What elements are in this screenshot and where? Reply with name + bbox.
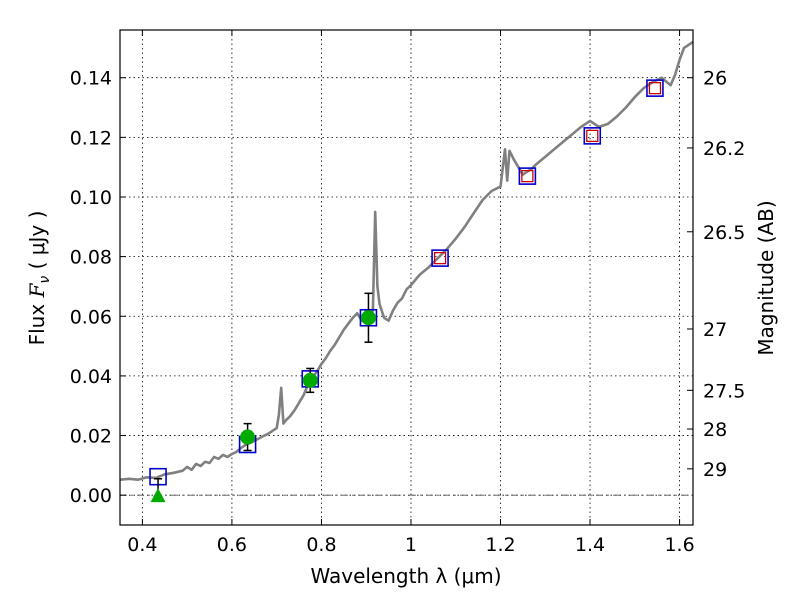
upper-limit-triangle bbox=[150, 488, 166, 503]
nir-photometry-square bbox=[433, 251, 447, 265]
mag-tick-label: 27.5 bbox=[703, 380, 745, 402]
mag-tick-label: 26.5 bbox=[703, 222, 745, 244]
mag-ticks-group: 26 26.2 26.5 27 27.5 28 29 bbox=[687, 68, 745, 481]
y-axis-label-prefix: Flux bbox=[25, 297, 49, 345]
mag-tick-label: 27 bbox=[703, 319, 727, 341]
detection-point bbox=[302, 372, 318, 388]
nir-photometry-square bbox=[521, 169, 534, 183]
grid-lines bbox=[120, 30, 693, 525]
x-axis-label: Wavelength λ (μm) bbox=[310, 564, 501, 588]
detection-point bbox=[240, 429, 256, 445]
x-tick-label: 0.6 bbox=[217, 534, 247, 556]
y-axis-label: Flux Fν ( μJy ) bbox=[25, 211, 53, 346]
x-tick-label: 0.8 bbox=[306, 534, 336, 556]
plot-frame bbox=[119, 29, 694, 526]
y-tick-label: 0.08 bbox=[70, 247, 112, 269]
x-tick-label: 1.2 bbox=[485, 534, 515, 556]
y-tick-label: 0.12 bbox=[70, 127, 112, 149]
nir-photometry-square bbox=[648, 81, 662, 95]
y-tick-label: 0.04 bbox=[70, 366, 112, 388]
model-photometry-square bbox=[431, 249, 449, 267]
model-photometry-square bbox=[646, 79, 664, 97]
model-photometry-group bbox=[149, 79, 664, 486]
y-tick-label: 0.02 bbox=[70, 426, 112, 448]
model-spectrum-line bbox=[119, 40, 694, 481]
mag-tick-label: 29 bbox=[703, 459, 727, 481]
mag-tick-label: 26 bbox=[703, 68, 727, 90]
y-axis-label-symbol: F bbox=[25, 282, 49, 298]
x-tick-label: 1.6 bbox=[664, 534, 694, 556]
model-photometry-square bbox=[518, 167, 537, 185]
y-axis-label-suffix: ( μJy ) bbox=[25, 211, 49, 276]
mag-tick-label: 28 bbox=[703, 419, 727, 441]
y-tick-label: 0.06 bbox=[70, 306, 112, 328]
model-spectrum-group bbox=[119, 40, 694, 481]
y2-axis-label: Magnitude (AB) bbox=[754, 200, 778, 355]
x-tick-label: 0.4 bbox=[127, 534, 157, 556]
y-ticks-group: 0.00 0.02 0.04 0.06 0.08 0.10 0.12 0.14 bbox=[70, 68, 126, 507]
detections-group bbox=[240, 310, 376, 445]
y-tick-label: 0.14 bbox=[70, 68, 112, 90]
y-tick-label: 0.10 bbox=[70, 187, 112, 209]
nir-photometry-square bbox=[586, 129, 599, 143]
nir-photometry-group bbox=[433, 81, 662, 265]
x-tick-label: 1.4 bbox=[575, 534, 605, 556]
detection-point bbox=[360, 310, 376, 326]
error-bars-group bbox=[154, 292, 373, 496]
x-tick-label: 1 bbox=[405, 534, 417, 556]
y-axis-label-subscript: ν bbox=[37, 276, 53, 284]
mag-tick-label: 26.2 bbox=[703, 138, 745, 160]
y-tick-label: 0.00 bbox=[70, 485, 112, 507]
upper-limit-group bbox=[150, 488, 166, 503]
x-ticks-group: 0.4 0.6 0.8 1 1.2 1.4 1.6 bbox=[127, 30, 695, 556]
model-photometry-square bbox=[583, 127, 602, 145]
